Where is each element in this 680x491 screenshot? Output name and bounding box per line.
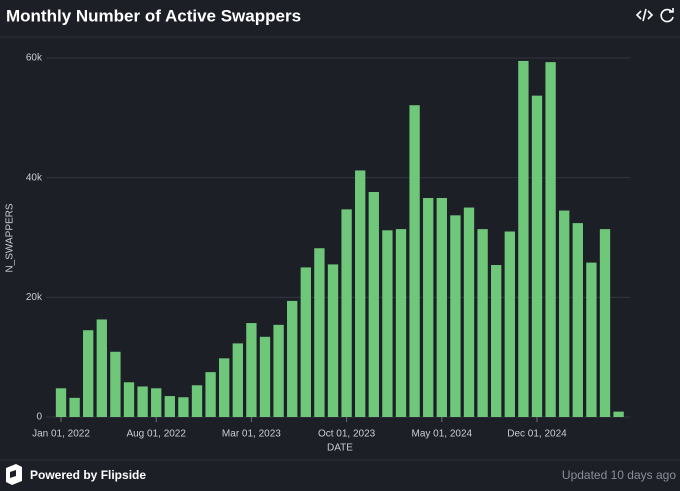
- x-tick-label: Dec 01, 2024: [507, 429, 567, 440]
- bar: [531, 95, 543, 418]
- bar: [477, 229, 488, 417]
- bar: [572, 223, 583, 417]
- y-tick-label: 20k: [26, 292, 43, 303]
- bar: [327, 264, 339, 417]
- bar: [123, 382, 135, 417]
- bar: [178, 397, 189, 417]
- bar: [368, 191, 379, 417]
- bar: [300, 267, 311, 417]
- x-tick-label: May 01, 2024: [411, 429, 472, 440]
- bar: [463, 207, 475, 417]
- bar: [545, 62, 556, 418]
- refresh-icon[interactable]: [660, 8, 674, 23]
- bar: [355, 170, 366, 417]
- bar: [287, 300, 298, 417]
- y-tick-label: 60k: [26, 53, 43, 64]
- bar: [586, 262, 597, 417]
- bar: [518, 60, 529, 417]
- embed-icon[interactable]: [635, 8, 654, 22]
- bar: [599, 229, 611, 417]
- bar: [436, 197, 447, 417]
- bar: [409, 105, 420, 417]
- x-axis-label: DATE: [327, 443, 353, 454]
- chart-title: Monthly Number of Active Swappers: [6, 6, 301, 25]
- bar: [395, 229, 407, 417]
- bar: [137, 386, 148, 417]
- bar: [491, 265, 502, 417]
- y-axis-label: N_SWAPPERS: [5, 203, 16, 272]
- x-tick-label: Oct 01, 2023: [318, 429, 376, 440]
- bar: [83, 330, 94, 417]
- bar: [613, 411, 624, 417]
- bar: [246, 323, 257, 417]
- bar: [219, 358, 230, 417]
- bar: [110, 351, 121, 417]
- footer-brand: Powered by Flipside: [30, 468, 146, 482]
- bar: [450, 215, 461, 417]
- bar: [559, 210, 570, 417]
- y-tick-label: 40k: [26, 172, 43, 183]
- bar: [96, 319, 107, 417]
- bar: [423, 197, 434, 417]
- footer-updated: Updated 10 days ago: [562, 468, 676, 482]
- bar: [191, 385, 203, 417]
- bar: [69, 397, 80, 417]
- bar: [314, 248, 325, 417]
- bar: [504, 231, 515, 417]
- bar: [164, 396, 175, 417]
- x-tick-label: Jan 01, 2022: [32, 429, 90, 440]
- bar: [55, 388, 67, 417]
- bar: [259, 336, 271, 417]
- bar: [232, 343, 243, 417]
- bar: [151, 388, 162, 417]
- bar: [205, 372, 216, 417]
- x-tick-label: Aug 01, 2022: [126, 429, 186, 440]
- y-tick-label: 0: [36, 412, 42, 423]
- bar: [341, 209, 352, 417]
- flipside-logo: [6, 464, 22, 485]
- bar: [382, 230, 393, 417]
- bar: [273, 324, 284, 417]
- x-tick-label: Mar 01, 2023: [222, 429, 281, 440]
